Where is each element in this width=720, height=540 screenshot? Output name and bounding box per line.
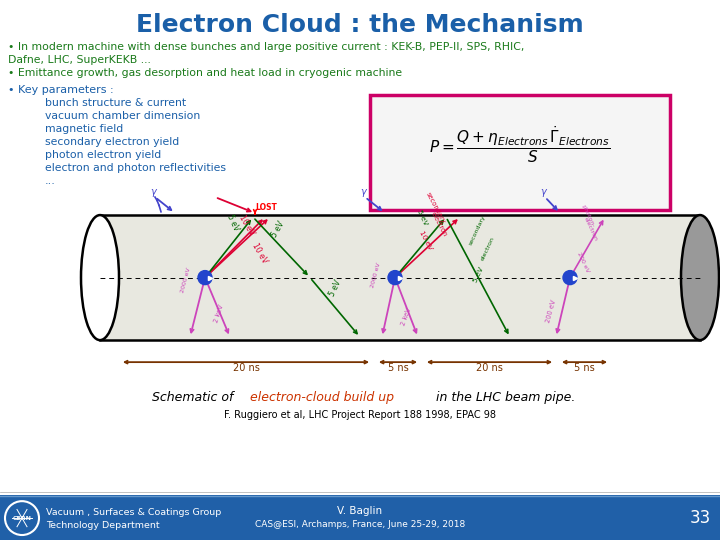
Text: electron: electron — [480, 235, 495, 261]
Text: Technology Department: Technology Department — [46, 521, 160, 530]
Text: 5 eV: 5 eV — [416, 208, 428, 226]
Ellipse shape — [681, 215, 719, 340]
Text: 2000 eV: 2000 eV — [180, 267, 192, 294]
Text: secondary electron yield: secondary electron yield — [45, 137, 179, 147]
Text: 2000 eV: 2000 eV — [370, 262, 382, 288]
Text: $P = \dfrac{Q + \eta_{Electrons}\,\dot{\Gamma}_{Electrons}}{S}$: $P = \dfrac{Q + \eta_{Electrons}\,\dot{\… — [429, 124, 611, 165]
Text: CERN: CERN — [12, 516, 32, 521]
Text: CAS@ESI, Archamps, France, June 25-29, 2018: CAS@ESI, Archamps, France, June 25-29, 2… — [255, 519, 465, 529]
Text: 2 keV: 2 keV — [400, 307, 412, 326]
Bar — [100, 215, 700, 340]
Circle shape — [198, 271, 212, 285]
Text: in the LHC beam pipe.: in the LHC beam pipe. — [432, 390, 575, 403]
Text: 5 eV: 5 eV — [328, 278, 343, 298]
Text: • In modern machine with dense bunches and large positive current : KEK-B, PEP-I: • In modern machine with dense bunches a… — [8, 42, 524, 52]
Text: electron and photon reflectivities: electron and photon reflectivities — [45, 163, 226, 173]
Text: $\gamma$: $\gamma$ — [540, 187, 548, 199]
Circle shape — [563, 271, 577, 285]
Text: • Key parameters :: • Key parameters : — [8, 85, 114, 95]
Text: 10 eV: 10 eV — [250, 241, 269, 265]
Text: vacuum chamber dimension: vacuum chamber dimension — [45, 111, 200, 121]
Text: 20 ns: 20 ns — [233, 363, 259, 373]
Bar — [370, 95, 670, 210]
Text: 200 eV: 200 eV — [545, 299, 557, 323]
Text: magnetic field: magnetic field — [45, 124, 123, 134]
Text: LOST: LOST — [255, 203, 277, 212]
Text: electron-cloud build up: electron-cloud build up — [250, 390, 394, 403]
Text: 5 ns: 5 ns — [387, 363, 408, 373]
Circle shape — [388, 271, 402, 285]
Text: F. Ruggiero et al, LHC Project Report 188 1998, EPAC 98: F. Ruggiero et al, LHC Project Report 18… — [224, 410, 496, 420]
Text: photon-: photon- — [580, 204, 595, 228]
Text: Schematic of: Schematic of — [152, 390, 238, 403]
Text: Vacuum , Surfaces & Coatings Group: Vacuum , Surfaces & Coatings Group — [46, 508, 221, 517]
Text: electron: electron — [583, 217, 598, 242]
Text: secondary: secondary — [425, 191, 446, 224]
Text: electron: electron — [430, 211, 448, 238]
Text: V. Baglin: V. Baglin — [338, 506, 382, 516]
Text: 33: 33 — [689, 509, 711, 527]
Text: 5 ns: 5 ns — [574, 363, 595, 373]
Text: $\gamma$: $\gamma$ — [150, 187, 158, 199]
Text: 200 eV: 200 eV — [576, 252, 590, 274]
Text: 5 eV: 5 eV — [472, 266, 485, 284]
Text: 5 eV: 5 eV — [270, 220, 287, 239]
Text: Electron Cloud : the Mechanism: Electron Cloud : the Mechanism — [136, 13, 584, 37]
Text: 5 eV: 5 eV — [225, 213, 240, 232]
Text: 20 ns: 20 ns — [476, 363, 503, 373]
Text: bunch structure & current: bunch structure & current — [45, 98, 186, 108]
Text: photon electron yield: photon electron yield — [45, 150, 161, 160]
Text: 10 eV: 10 eV — [418, 230, 433, 251]
Ellipse shape — [81, 215, 119, 340]
Circle shape — [5, 501, 39, 535]
Text: 10 eV: 10 eV — [237, 214, 256, 237]
Text: ...: ... — [45, 176, 56, 186]
Text: $\gamma$: $\gamma$ — [360, 187, 368, 199]
Text: secondary: secondary — [468, 214, 487, 246]
Text: Dafne, LHC, SuperKEKB ...: Dafne, LHC, SuperKEKB ... — [8, 55, 151, 65]
Text: 2 keV: 2 keV — [213, 303, 225, 323]
Text: • Emittance growth, gas desorption and heat load in cryogenic machine: • Emittance growth, gas desorption and h… — [8, 68, 402, 78]
